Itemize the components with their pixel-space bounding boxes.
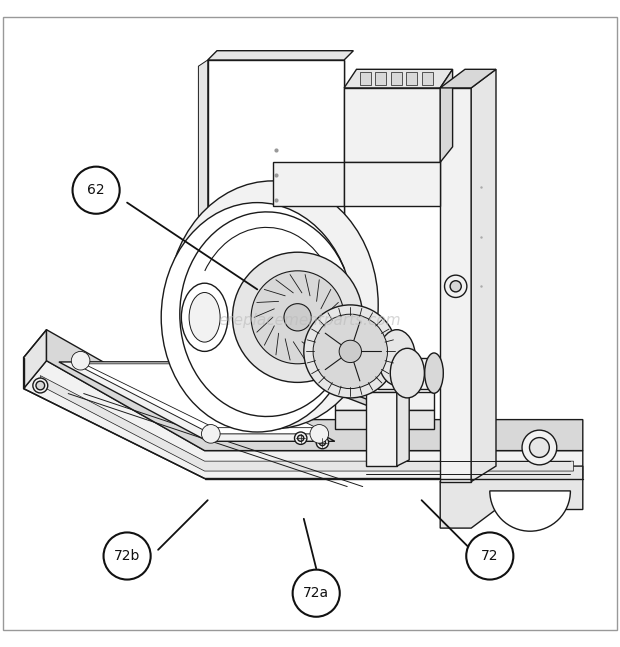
Circle shape <box>450 281 461 292</box>
Circle shape <box>339 340 361 362</box>
Polygon shape <box>422 72 433 85</box>
Circle shape <box>529 437 549 457</box>
Text: 72: 72 <box>481 549 498 563</box>
Polygon shape <box>59 362 335 441</box>
Text: 72a: 72a <box>303 586 329 600</box>
Ellipse shape <box>391 348 425 398</box>
Circle shape <box>232 252 363 382</box>
Polygon shape <box>391 72 402 85</box>
Polygon shape <box>40 375 574 471</box>
Polygon shape <box>344 88 440 162</box>
Polygon shape <box>208 60 344 348</box>
Polygon shape <box>397 386 409 466</box>
Polygon shape <box>335 410 434 429</box>
Circle shape <box>313 314 388 389</box>
Polygon shape <box>198 341 344 351</box>
Circle shape <box>73 167 120 214</box>
Ellipse shape <box>425 353 443 393</box>
Text: 72b: 72b <box>114 549 140 563</box>
Circle shape <box>71 351 90 370</box>
Polygon shape <box>273 162 344 206</box>
Circle shape <box>33 378 48 393</box>
Text: 62: 62 <box>87 183 105 197</box>
Circle shape <box>284 303 311 331</box>
Polygon shape <box>360 72 371 85</box>
Polygon shape <box>440 69 496 88</box>
Polygon shape <box>356 380 422 389</box>
Ellipse shape <box>189 292 220 342</box>
Circle shape <box>298 435 304 441</box>
Polygon shape <box>24 330 46 389</box>
Polygon shape <box>378 358 437 389</box>
Ellipse shape <box>161 203 353 432</box>
Polygon shape <box>24 360 583 479</box>
Circle shape <box>180 354 198 373</box>
Polygon shape <box>71 362 326 434</box>
Polygon shape <box>84 364 316 428</box>
Circle shape <box>36 381 45 390</box>
Polygon shape <box>471 69 496 481</box>
Circle shape <box>304 305 397 398</box>
Circle shape <box>202 424 220 443</box>
Circle shape <box>251 271 344 364</box>
Polygon shape <box>406 72 417 85</box>
Polygon shape <box>440 88 471 481</box>
Circle shape <box>445 275 467 298</box>
Polygon shape <box>344 69 453 88</box>
Text: ereplacementparts.com: ereplacementparts.com <box>219 313 401 328</box>
Polygon shape <box>440 466 583 528</box>
Circle shape <box>522 430 557 465</box>
Polygon shape <box>208 60 344 348</box>
Circle shape <box>316 436 329 449</box>
Circle shape <box>466 532 513 580</box>
Ellipse shape <box>182 283 228 351</box>
Ellipse shape <box>167 181 378 429</box>
Circle shape <box>319 439 326 446</box>
Ellipse shape <box>378 330 415 386</box>
Polygon shape <box>366 391 397 466</box>
Polygon shape <box>344 162 440 206</box>
Polygon shape <box>440 69 453 162</box>
Circle shape <box>293 569 340 617</box>
Polygon shape <box>375 72 386 85</box>
Circle shape <box>294 432 307 444</box>
Polygon shape <box>335 391 434 410</box>
Polygon shape <box>46 330 583 450</box>
Polygon shape <box>344 390 388 413</box>
Wedge shape <box>490 491 570 531</box>
Circle shape <box>310 424 329 443</box>
Polygon shape <box>198 60 208 351</box>
Polygon shape <box>208 50 353 60</box>
Circle shape <box>104 532 151 580</box>
